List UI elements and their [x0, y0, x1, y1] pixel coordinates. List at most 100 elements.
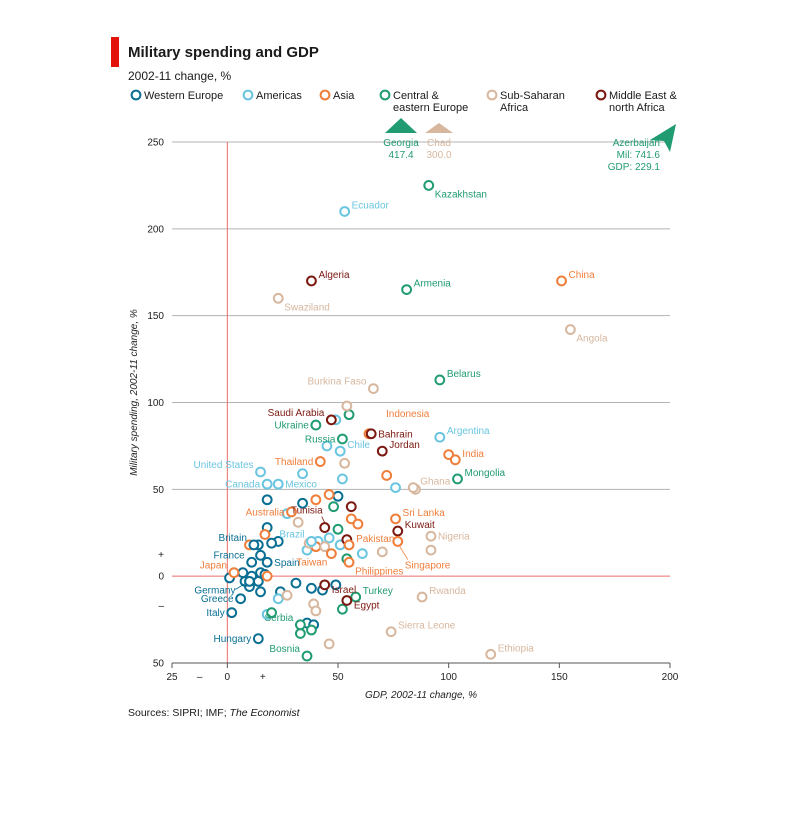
label-singapore: Singapore [405, 560, 451, 571]
label-ukraine: Ukraine [274, 421, 309, 432]
label-chile: Chile [347, 440, 370, 451]
label-russia: Russia [305, 434, 336, 445]
leader-line [399, 546, 409, 560]
leader-line [321, 516, 326, 523]
point-algeria [306, 275, 317, 287]
point-central-eastern-europe [306, 624, 317, 636]
point-swaziland [272, 292, 284, 304]
point-argentina [434, 431, 446, 443]
legend-marker-western-europe [130, 89, 142, 101]
label-indonesia: Indonesia [386, 409, 430, 420]
azerbaijan-label: GDP: 229.1 [608, 162, 661, 173]
data-points [224, 180, 576, 662]
point-central-eastern-europe [294, 628, 306, 639]
label-armenia: Armenia [414, 279, 452, 290]
point-ghana [407, 482, 419, 493]
point-americas [356, 548, 368, 559]
label-bahrain: Bahrain [378, 429, 412, 440]
point-burkina-faso [368, 383, 379, 395]
point-nigeria [425, 530, 437, 542]
label-italy: Italy [206, 608, 224, 619]
label-pakistan: Pakistan [356, 534, 394, 545]
label-turkey: Turkey [363, 586, 393, 597]
x-sign-label: – [197, 672, 203, 683]
chad-arrow-icon [425, 123, 453, 133]
x-sign-label: + [260, 672, 266, 683]
label-saudi-arabia: Saudi Arabia [268, 408, 325, 419]
point-ethiopia [485, 648, 497, 660]
point-bosnia [301, 650, 313, 662]
legend-label: eastern Europe [393, 102, 468, 114]
y-tick-label: 50 [153, 485, 165, 496]
label-mongolia: Mongolia [465, 468, 506, 479]
label-united-states: United States [193, 460, 253, 471]
label-japan: Japan [200, 561, 227, 572]
chart-title: Military spending and GDP [128, 44, 319, 61]
point-asia [323, 489, 335, 500]
point-hungary [252, 633, 264, 645]
y-axis-title: Military spending, 2002-11 change, % [129, 309, 140, 476]
legend-label: Middle East & [609, 90, 678, 102]
point-ecuador [339, 206, 351, 217]
label-ethiopia: Ethiopia [498, 643, 535, 654]
label-bosnia: Bosnia [269, 644, 300, 655]
label-swaziland: Swaziland [284, 302, 330, 313]
point-bahrain [365, 428, 377, 440]
point-asia [310, 494, 322, 506]
point-india [449, 454, 461, 466]
point-western-europe [237, 567, 249, 579]
x-tick-label: 200 [662, 672, 679, 683]
point-americas [337, 473, 348, 485]
point-turkey [350, 591, 362, 603]
label-angola: Angola [576, 334, 608, 345]
label-egypt: Egypt [354, 600, 380, 611]
azerbaijan-label: Mil: 741.6 [617, 150, 661, 161]
point-angola [565, 324, 576, 335]
label-israel: Israel [332, 585, 356, 596]
x-tick-label: 25 [166, 672, 178, 683]
chad-value: 300.0 [426, 150, 451, 161]
y-tick-label: 0 [158, 572, 164, 583]
legend-label: Africa [500, 102, 529, 114]
point-sierra-leone [385, 626, 397, 638]
legend-marker-sub-saharan [486, 89, 498, 101]
point-japan [228, 567, 240, 579]
georgia-value: 417.4 [388, 150, 413, 161]
point-united-states [255, 466, 266, 478]
legend-marker-americas [242, 89, 254, 101]
point-americas [297, 468, 308, 480]
point-western-europe [255, 586, 266, 598]
point-asia [259, 529, 271, 540]
label-belarus: Belarus [447, 369, 481, 380]
point-sub-saharan-africa [281, 589, 293, 601]
point-germany [244, 575, 255, 587]
point-western-europe [261, 494, 273, 506]
label-thailand: Thailand [275, 457, 313, 468]
legend-marker-asia [319, 89, 331, 101]
point-western-europe [252, 575, 264, 587]
legend-label: Western Europe [144, 90, 223, 102]
x-axis-title: GDP, 2002-11 change, % [365, 690, 477, 701]
chad-label: Chad [427, 138, 451, 149]
point-asia [352, 518, 364, 530]
label-france: France [214, 550, 246, 561]
label-burkina-faso: Burkina Faso [307, 377, 366, 388]
point-armenia [401, 284, 413, 296]
point-singapore [392, 536, 404, 547]
point-sub-saharan-africa [425, 544, 437, 556]
label-britain: Britain [219, 533, 247, 544]
label-tunisia: Tunisia [291, 506, 323, 517]
point-sub-saharan-africa [292, 516, 304, 528]
point-western-europe [255, 549, 266, 561]
point-pakistan [343, 539, 355, 551]
point-greece [235, 593, 247, 605]
label-rwanda: Rwanda [429, 586, 466, 597]
azerbaijan-label: Azerbaijan [613, 138, 660, 149]
x-tick-label: 50 [332, 672, 344, 683]
label-greece: Greece [201, 594, 234, 605]
point-taiwan [325, 548, 337, 559]
y-sign-label: – [158, 601, 164, 612]
point-mexico [272, 478, 284, 490]
